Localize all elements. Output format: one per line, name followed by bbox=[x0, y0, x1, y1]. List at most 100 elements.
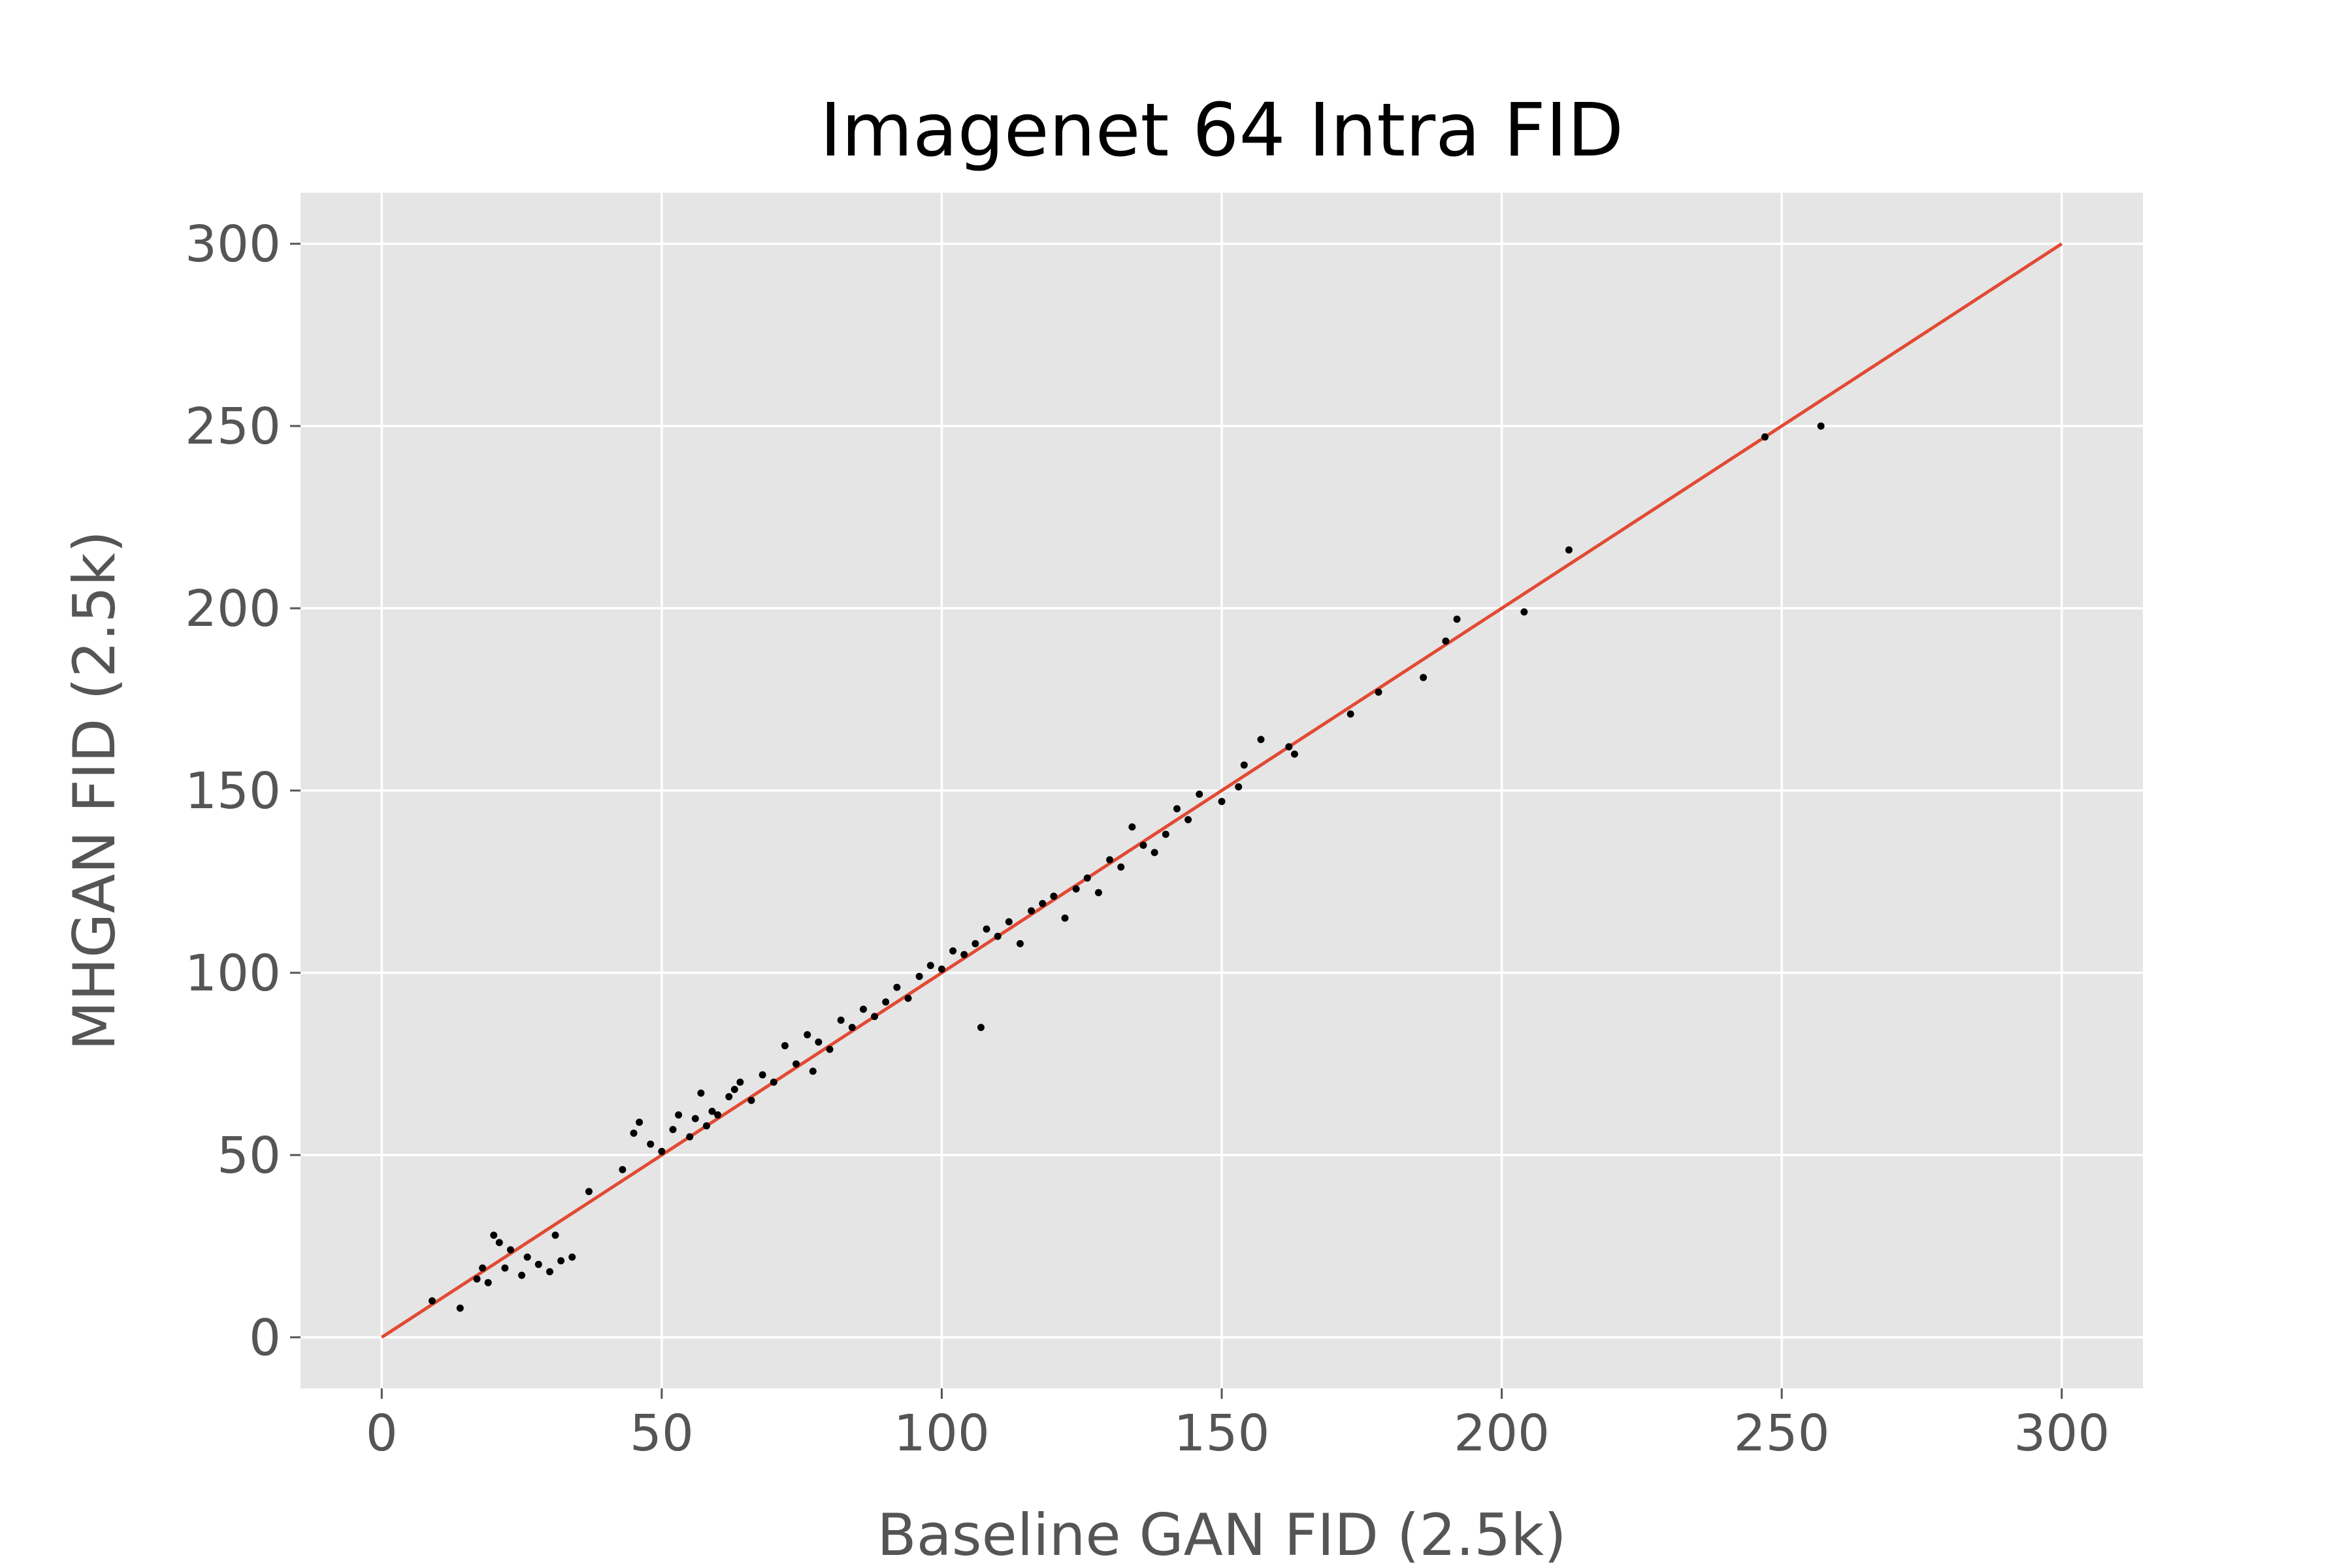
data-point bbox=[1240, 761, 1248, 769]
data-point bbox=[630, 1129, 638, 1137]
data-point bbox=[915, 973, 923, 981]
data-point bbox=[658, 1147, 666, 1155]
data-point bbox=[730, 1086, 738, 1093]
x-tick-label: 0 bbox=[366, 1405, 398, 1463]
data-point bbox=[904, 994, 912, 1002]
scatter-points bbox=[428, 422, 1825, 1312]
data-point bbox=[882, 998, 890, 1006]
y-tick-label: 100 bbox=[185, 945, 281, 1003]
reference-line-group bbox=[380, 242, 2063, 1339]
data-point bbox=[479, 1264, 487, 1272]
data-point bbox=[506, 1246, 514, 1254]
x-axis-ticks: 0 50 100 150 200 250 300 bbox=[366, 1388, 2110, 1463]
x-tick-label: 200 bbox=[1454, 1405, 1550, 1463]
data-point bbox=[815, 1038, 823, 1046]
data-point bbox=[456, 1304, 464, 1312]
data-point bbox=[501, 1264, 509, 1272]
data-point bbox=[747, 1096, 755, 1104]
data-point bbox=[826, 1045, 834, 1053]
data-point bbox=[1817, 422, 1825, 430]
data-point bbox=[972, 939, 979, 947]
data-point bbox=[495, 1239, 503, 1247]
data-point bbox=[1420, 674, 1428, 681]
data-point bbox=[938, 965, 945, 973]
data-point bbox=[759, 1071, 766, 1079]
data-point bbox=[809, 1068, 817, 1075]
data-point bbox=[1375, 688, 1382, 696]
data-point bbox=[994, 932, 1002, 940]
data-point bbox=[1083, 874, 1091, 882]
x-tick-label: 150 bbox=[1174, 1405, 1270, 1463]
reference-line bbox=[380, 242, 2063, 1339]
data-point bbox=[1173, 805, 1181, 813]
data-point bbox=[1442, 637, 1450, 645]
data-point bbox=[1139, 841, 1147, 849]
data-point bbox=[534, 1260, 542, 1268]
data-point bbox=[686, 1133, 694, 1141]
data-point bbox=[568, 1253, 576, 1261]
data-point bbox=[1235, 783, 1243, 791]
y-axis-label: MHGAN FID (2.5k) bbox=[61, 531, 128, 1051]
data-point bbox=[871, 1013, 879, 1021]
data-point bbox=[949, 947, 957, 955]
chart-title: Imagenet 64 Intra FID bbox=[820, 88, 1624, 173]
data-point bbox=[960, 951, 968, 958]
y-tick-label: 0 bbox=[249, 1309, 281, 1367]
data-point bbox=[1072, 885, 1080, 893]
data-point bbox=[551, 1232, 559, 1239]
data-point bbox=[1061, 914, 1069, 922]
data-point bbox=[1094, 889, 1102, 896]
data-point bbox=[893, 983, 901, 991]
y-axis-ticks: 0 50 100 150 200 250 300 bbox=[185, 216, 301, 1367]
data-point bbox=[1050, 892, 1058, 900]
data-point bbox=[725, 1093, 733, 1101]
x-tick-label: 300 bbox=[2014, 1405, 2110, 1463]
data-point bbox=[804, 1031, 811, 1039]
data-point bbox=[675, 1111, 683, 1119]
data-point bbox=[977, 1024, 985, 1032]
data-point bbox=[1218, 798, 1226, 806]
data-point bbox=[1162, 830, 1169, 838]
data-point bbox=[1151, 849, 1158, 857]
data-point bbox=[518, 1271, 526, 1279]
data-point bbox=[1106, 856, 1114, 864]
data-point bbox=[546, 1267, 553, 1275]
y-tick-label: 50 bbox=[217, 1127, 281, 1185]
data-point bbox=[473, 1275, 481, 1283]
data-point bbox=[523, 1253, 531, 1261]
data-point bbox=[1117, 863, 1125, 871]
data-point bbox=[1453, 615, 1461, 623]
data-point bbox=[714, 1111, 722, 1119]
data-point bbox=[859, 1005, 867, 1013]
data-point bbox=[697, 1089, 705, 1097]
data-point bbox=[619, 1166, 627, 1173]
data-point bbox=[1290, 750, 1298, 758]
data-point bbox=[848, 1024, 856, 1032]
data-point bbox=[1565, 546, 1573, 554]
data-point bbox=[636, 1119, 644, 1126]
data-point bbox=[669, 1126, 677, 1134]
data-point bbox=[702, 1122, 710, 1130]
data-point bbox=[1347, 710, 1354, 718]
data-point bbox=[1285, 743, 1293, 751]
data-point bbox=[585, 1188, 593, 1196]
data-point bbox=[781, 1042, 789, 1050]
data-point bbox=[1039, 900, 1047, 907]
data-point bbox=[647, 1140, 655, 1148]
data-point bbox=[484, 1279, 492, 1286]
x-tick-label: 250 bbox=[1734, 1405, 1830, 1463]
y-tick-label: 250 bbox=[185, 398, 281, 456]
data-point bbox=[428, 1297, 436, 1305]
data-point bbox=[1028, 907, 1036, 915]
data-point bbox=[736, 1078, 744, 1086]
x-tick-label: 50 bbox=[630, 1405, 694, 1463]
data-point bbox=[557, 1257, 565, 1265]
data-point bbox=[770, 1078, 777, 1086]
data-point bbox=[926, 962, 934, 970]
data-point bbox=[1520, 608, 1528, 616]
y-tick-label: 200 bbox=[185, 580, 281, 638]
data-point bbox=[1128, 823, 1136, 831]
x-axis-label: Baseline GAN FID (2.5k) bbox=[877, 1501, 1566, 1568]
data-point bbox=[1761, 433, 1769, 441]
